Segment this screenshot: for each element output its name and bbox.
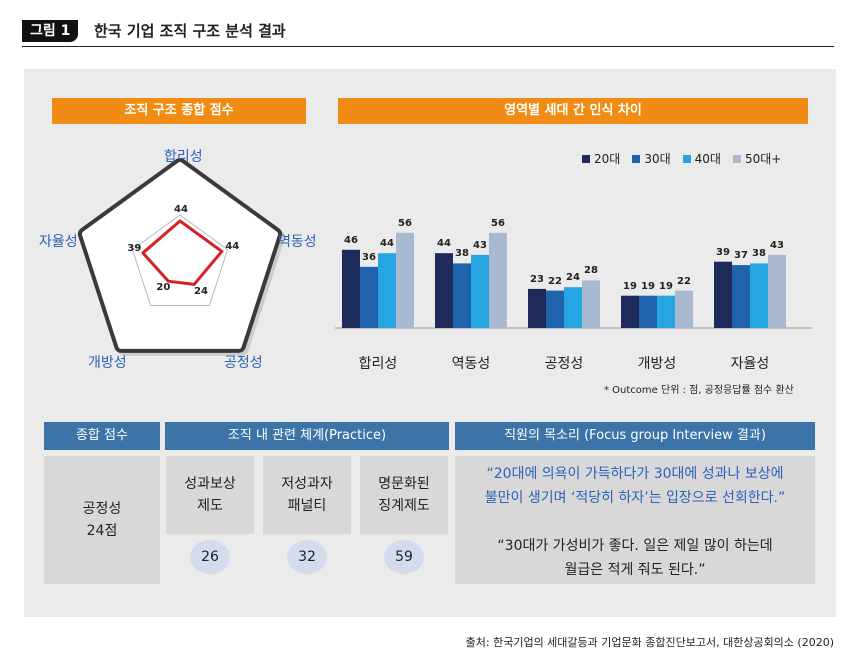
- legend-item: 40대: [682, 150, 721, 167]
- bar: [471, 254, 489, 328]
- radar-panel-header: 조직 구조 종합 점수: [52, 98, 306, 124]
- legend-swatch: [632, 154, 641, 163]
- practice-label: 성과보상 제도: [166, 456, 254, 534]
- practice-score: 59: [384, 540, 424, 574]
- bar-value-label: 24: [566, 272, 580, 284]
- bar-category-label: 자율성: [730, 356, 770, 372]
- bar: [489, 232, 507, 328]
- radar-series: [141, 219, 224, 286]
- radar-grid-ring: [131, 214, 229, 306]
- bar: [675, 290, 693, 328]
- bar-category-label: 개방성: [637, 356, 677, 372]
- quote-1: “20대에 의욕이 가득하다가 30대에 성과나 보상에 불만이 생기며 ‘적당…: [455, 462, 815, 510]
- practice-header: 조직 내 관련 체계(Practice): [165, 422, 449, 450]
- radar-axis-label: 자율성: [39, 234, 78, 250]
- bar-value-label: 28: [584, 265, 598, 277]
- bar-value-label: 56: [491, 217, 505, 229]
- radar-value-label: 39: [127, 242, 142, 254]
- bar: [342, 249, 360, 328]
- voice-header: 직원의 목소리 (Focus group Interview 결과): [455, 422, 815, 450]
- bar: [396, 232, 414, 328]
- practice-score: 32: [287, 540, 327, 574]
- bar: [378, 253, 396, 328]
- radar-value-label: 20: [156, 282, 171, 294]
- bar: [453, 263, 471, 328]
- legend-label: 30대: [644, 152, 671, 166]
- bar-value-label: 19: [623, 280, 637, 292]
- bar: [714, 261, 732, 328]
- bar-value-label: 39: [716, 246, 730, 258]
- total-score-label: 공정성: [82, 501, 122, 517]
- legend-swatch: [682, 154, 691, 163]
- total-score-value: 24점: [86, 523, 118, 539]
- bar: [750, 263, 768, 328]
- bar: [564, 287, 582, 328]
- bar-category-label: 합리성: [358, 356, 398, 372]
- bar: [768, 254, 786, 328]
- practice-label: 저성과자 패널티: [263, 456, 351, 534]
- bar-chart-legend: 20대 30대 40대 50대+: [582, 150, 781, 167]
- bar-value-label: 43: [473, 239, 487, 251]
- bar: [582, 280, 600, 328]
- practice-score: 26: [190, 540, 230, 574]
- quote-1-line-1: “20대에 의욕이 가득하다가 30대에 성과나 보상에: [486, 466, 784, 482]
- radar-value-label: 44: [174, 204, 188, 215]
- bar-category-label: 공정성: [544, 356, 584, 372]
- source-note: 출처: 한국기업의 세대갈등과 기업문화 종합진단보고서, 대한상공회의소 (2…: [465, 636, 834, 649]
- bar-value-label: 19: [641, 280, 655, 292]
- figure-title: 한국 기업 조직 구조 분석 결과: [94, 22, 286, 40]
- radar-value-label: 44: [225, 241, 240, 253]
- legend-swatch: [582, 154, 590, 163]
- bar-value-label: 46: [344, 234, 358, 246]
- bar: [435, 253, 453, 328]
- bar: [360, 266, 378, 328]
- bar-category-label: 역동성: [451, 356, 491, 372]
- figure-badge: 그림 1: [22, 20, 79, 42]
- bar-value-label: 36: [362, 251, 376, 263]
- bar-value-label: 44: [380, 238, 394, 250]
- legend-item: 20대: [582, 150, 620, 167]
- unit-note: * Outcome 단위 : 점, 공정응답률 점수 환산: [604, 385, 794, 396]
- radar-axis-label: 개방성: [88, 355, 127, 371]
- radar-outline-inner: [81, 162, 279, 349]
- bar: [621, 295, 639, 328]
- bar: [657, 295, 675, 328]
- bar-value-label: 37: [734, 250, 748, 262]
- legend-item: 30대: [632, 150, 671, 167]
- quote-2-line-1: “30대가 가성비가 좋다. 일은 제일 많이 하는데: [497, 538, 773, 554]
- legend-label: 50대+: [744, 152, 782, 166]
- quote-2: “30대가 가성비가 좋다. 일은 제일 많이 하는데 월급은 적게 줘도 된다…: [455, 534, 815, 582]
- legend-label: 20대: [594, 152, 621, 166]
- bar-value-label: 22: [548, 275, 562, 287]
- figure-header: 그림 1 한국 기업 조직 구조 분석 결과: [22, 16, 834, 47]
- quote-1-line-2: 불만이 생기며 ‘적당히 하자’는 입장으로 선회한다.”: [484, 490, 786, 506]
- bar-value-label: 22: [677, 275, 691, 287]
- quote-2-line-2: 월급은 적게 줘도 된다.”: [564, 562, 706, 578]
- bar-value-label: 56: [398, 217, 412, 229]
- legend-label: 40대: [694, 152, 721, 166]
- bar: [732, 265, 750, 328]
- bar: [546, 290, 564, 328]
- bar-value-label: 38: [455, 248, 469, 260]
- bar-value-label: 23: [530, 273, 544, 285]
- voice-box: [455, 456, 815, 584]
- bar: [639, 295, 657, 328]
- radar-axis-label: 역동성: [278, 234, 317, 250]
- legend-swatch: [732, 154, 741, 163]
- total-score-header: 종합 점수: [44, 422, 160, 450]
- bar: [528, 288, 546, 328]
- radar-axis-label: 공정성: [224, 355, 263, 371]
- radar-value-label: 24: [193, 285, 208, 297]
- bar-value-label: 43: [770, 239, 784, 251]
- legend-item: 50대+: [732, 150, 782, 167]
- bar-value-label: 19: [659, 280, 673, 292]
- bar-panel-header: 영역별 세대 간 인식 차이: [338, 98, 808, 124]
- bar-value-label: 38: [752, 248, 766, 260]
- total-score-box: 공정성 24점: [44, 456, 160, 584]
- radar-axis-label: 합리성: [164, 149, 203, 165]
- practice-label: 명문화된 징계제도: [360, 456, 448, 534]
- bar-value-label: 44: [437, 238, 451, 250]
